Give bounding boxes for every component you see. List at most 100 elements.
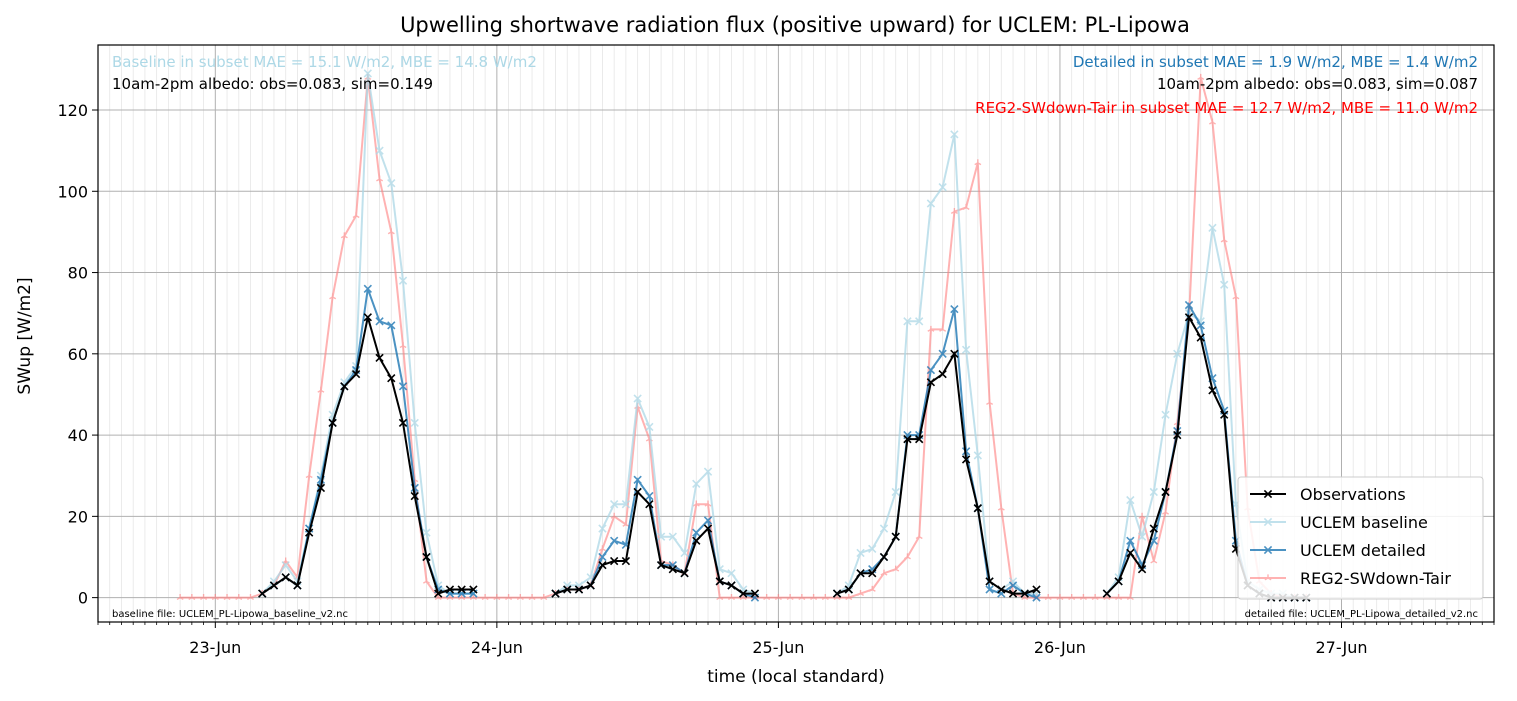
point-observations xyxy=(1173,430,1182,440)
point-reg2-swdown-tair xyxy=(481,594,489,601)
point-observations xyxy=(1020,589,1029,598)
point-reg2-swdown-tair xyxy=(340,232,348,239)
point-uclem-detailed xyxy=(950,304,959,314)
point-uclem-baseline xyxy=(692,479,701,489)
point-uclem-baseline xyxy=(1208,223,1217,233)
point-observations xyxy=(868,569,877,578)
point-observations xyxy=(1126,548,1135,558)
point-uclem-detailed xyxy=(398,382,408,391)
point-uclem-detailed xyxy=(1032,593,1041,602)
point-observations xyxy=(598,560,607,570)
point-uclem-detailed xyxy=(363,284,372,293)
y-tick-label: 60 xyxy=(68,345,88,364)
point-uclem-detailed xyxy=(703,516,713,525)
point-reg2-swdown-tair xyxy=(610,512,618,519)
x-tick-label: 24-Jun xyxy=(471,638,523,657)
point-observations xyxy=(903,434,912,444)
point-uclem-baseline xyxy=(727,569,736,578)
point-reg2-swdown-tair xyxy=(716,594,724,601)
point-reg2-swdown-tair xyxy=(1150,557,1158,564)
point-uclem-detailed xyxy=(1126,536,1135,545)
point-observations xyxy=(375,353,384,363)
point-reg2-swdown-tair xyxy=(305,472,313,479)
series-uclem-baseline xyxy=(258,69,1311,602)
y-tick-label: 40 xyxy=(68,426,88,445)
point-reg2-swdown-tair xyxy=(1138,512,1146,519)
point-observations xyxy=(915,434,924,444)
point-reg2-swdown-tair xyxy=(997,504,1005,511)
series-layer xyxy=(176,69,1311,602)
point-reg2-swdown-tair xyxy=(727,594,735,601)
point-reg2-swdown-tair xyxy=(1208,118,1216,125)
point-reg2-swdown-tair xyxy=(505,594,513,601)
point-reg2-swdown-tair xyxy=(223,594,231,601)
legend: Observations UCLEM baseline UCLEM detailed… xyxy=(1237,476,1484,600)
point-uclem-baseline xyxy=(1126,495,1135,505)
point-reg2-swdown-tair xyxy=(798,594,806,601)
point-reg2-swdown-tair xyxy=(1220,236,1228,243)
point-observations xyxy=(398,418,408,428)
point-observations xyxy=(574,585,584,594)
point-observations xyxy=(340,382,349,391)
legend-label-observations: Observations xyxy=(1300,485,1406,504)
point-uclem-baseline xyxy=(1137,532,1147,541)
point-observations xyxy=(692,536,701,545)
point-uclem-baseline xyxy=(961,345,971,354)
point-reg2-swdown-tair xyxy=(704,500,712,507)
point-uclem-baseline xyxy=(398,276,408,285)
point-observations xyxy=(926,378,936,387)
series-line-uclem-baseline xyxy=(836,134,1037,595)
series-line-observations xyxy=(836,350,1037,595)
point-observations xyxy=(973,504,982,513)
x-tick-label: 25-Jun xyxy=(752,638,804,657)
point-uclem-baseline xyxy=(938,183,947,192)
point-reg2-swdown-tair xyxy=(974,159,982,166)
point-observations xyxy=(985,577,994,586)
y-tick-label: 100 xyxy=(57,182,88,201)
point-reg2-swdown-tair xyxy=(1044,594,1052,601)
legend-swatch-observations xyxy=(1250,489,1286,499)
point-observations xyxy=(445,585,455,594)
point-reg2-swdown-tair xyxy=(1091,594,1099,601)
legend-swatch-uclem-detailed xyxy=(1250,545,1286,555)
point-uclem-detailed xyxy=(692,528,701,537)
point-observations xyxy=(293,581,302,590)
point-uclem-detailed xyxy=(633,475,642,484)
point-reg2-swdown-tair xyxy=(986,398,994,405)
point-uclem-baseline xyxy=(387,178,396,188)
point-uclem-baseline xyxy=(1149,487,1158,497)
point-uclem-detailed xyxy=(1196,321,1205,330)
point-reg2-swdown-tair xyxy=(1232,293,1240,300)
point-observations xyxy=(668,565,677,574)
legend-marker xyxy=(1263,489,1273,499)
point-observations xyxy=(1161,487,1170,497)
point-observations xyxy=(832,589,842,598)
point-uclem-baseline xyxy=(680,548,689,558)
point-reg2-swdown-tair xyxy=(1162,508,1170,515)
point-reg2-swdown-tair xyxy=(493,594,501,601)
point-observations xyxy=(997,585,1006,594)
point-uclem-baseline xyxy=(879,524,889,533)
point-observations xyxy=(1184,313,1194,322)
point-reg2-swdown-tair xyxy=(247,594,254,601)
point-observations xyxy=(304,528,314,537)
point-observations xyxy=(434,589,443,598)
point-reg2-swdown-tair xyxy=(1079,594,1087,601)
point-observations xyxy=(328,418,337,428)
point-uclem-baseline xyxy=(973,451,982,460)
point-reg2-swdown-tair xyxy=(528,594,536,601)
point-uclem-baseline xyxy=(903,317,912,326)
grid xyxy=(97,45,1495,622)
point-observations xyxy=(387,374,396,383)
point-observations xyxy=(703,524,713,533)
point-uclem-detailed xyxy=(387,321,396,330)
point-reg2-swdown-tair xyxy=(857,589,865,596)
point-observations xyxy=(258,589,267,598)
point-reg2-swdown-tair xyxy=(387,228,395,235)
point-reg2-swdown-tair xyxy=(962,203,970,210)
point-uclem-baseline xyxy=(926,199,936,208)
point-observations xyxy=(1137,565,1147,574)
point-uclem-baseline xyxy=(1173,349,1182,358)
y-tick-label: 120 xyxy=(57,101,88,120)
